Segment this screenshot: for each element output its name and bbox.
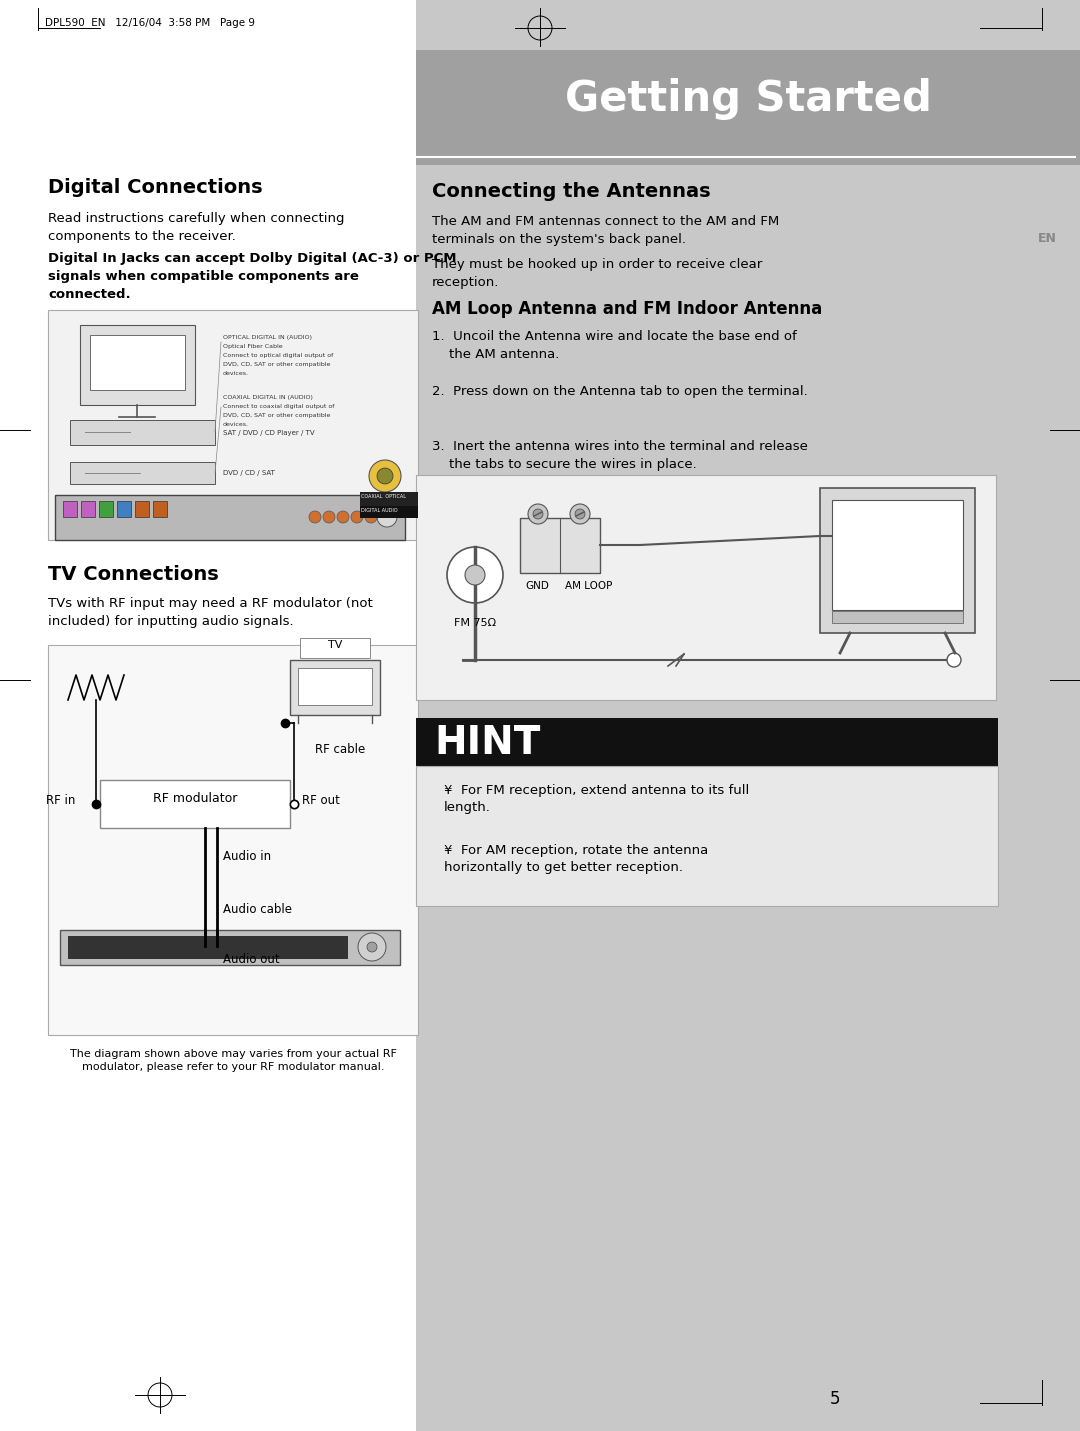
Text: COAXIAL DIGITAL IN (AUDIO): COAXIAL DIGITAL IN (AUDIO) <box>222 395 313 401</box>
Text: OPTICAL DIGITAL IN (AUDIO): OPTICAL DIGITAL IN (AUDIO) <box>222 335 312 341</box>
Text: 2.  Press down on the Antenna tab to open the terminal.: 2. Press down on the Antenna tab to open… <box>432 385 808 398</box>
Circle shape <box>379 511 391 522</box>
Text: AM LOOP: AM LOOP <box>565 581 612 591</box>
Circle shape <box>351 511 363 522</box>
Circle shape <box>337 511 349 522</box>
Bar <box>117 501 131 517</box>
Circle shape <box>377 507 397 527</box>
Text: Connecting the Antennas: Connecting the Antennas <box>432 182 711 200</box>
Bar <box>55 495 405 539</box>
Text: Connect to coaxial digital output of: Connect to coaxial digital output of <box>222 404 335 409</box>
Bar <box>298 668 372 705</box>
Bar <box>48 645 418 1035</box>
Text: 1.  Uncoil the Antenna wire and locate the base end of
    the AM antenna.: 1. Uncoil the Antenna wire and locate th… <box>432 331 797 361</box>
Text: RF modulator: RF modulator <box>152 791 238 804</box>
Circle shape <box>357 933 386 962</box>
Text: 5: 5 <box>829 1390 840 1408</box>
Text: Audio in: Audio in <box>222 850 271 863</box>
Circle shape <box>365 511 377 522</box>
Circle shape <box>377 468 393 484</box>
Bar <box>519 518 600 572</box>
Bar <box>70 421 215 445</box>
Bar <box>416 0 1080 1431</box>
Bar <box>820 488 975 633</box>
Circle shape <box>447 547 503 602</box>
Bar <box>832 611 963 622</box>
Text: RF cable: RF cable <box>315 743 365 756</box>
Text: HINT: HINT <box>434 724 540 761</box>
Text: Digital In Jacks can accept Dolby Digital (AC-3) or PCM
signals when compatible : Digital In Jacks can accept Dolby Digita… <box>48 252 457 301</box>
Text: Optical Fiber Cable: Optical Fiber Cable <box>222 343 283 349</box>
Circle shape <box>465 565 485 585</box>
Text: Connect to optical digital output of: Connect to optical digital output of <box>222 353 334 358</box>
Bar <box>832 499 963 610</box>
Text: Audio out: Audio out <box>222 953 280 966</box>
Text: TVs with RF input may need a RF modulator (not
included) for inputting audio sig: TVs with RF input may need a RF modulato… <box>48 597 373 628</box>
Text: Digital Connections: Digital Connections <box>48 177 262 197</box>
Bar <box>153 501 167 517</box>
Bar <box>70 462 215 484</box>
Circle shape <box>947 653 961 667</box>
Circle shape <box>367 942 377 952</box>
Circle shape <box>528 504 548 524</box>
Text: DPL590  EN   12/16/04  3:58 PM   Page 9: DPL590 EN 12/16/04 3:58 PM Page 9 <box>45 19 255 29</box>
Circle shape <box>369 459 401 492</box>
Bar <box>360 507 418 518</box>
Text: FM 75Ω: FM 75Ω <box>454 618 496 628</box>
Text: Read instructions carefully when connecting
components to the receiver.: Read instructions carefully when connect… <box>48 212 345 243</box>
Circle shape <box>309 511 321 522</box>
Bar <box>416 475 996 700</box>
Text: 3.  Inert the antenna wires into the terminal and release
    the tabs to secure: 3. Inert the antenna wires into the term… <box>432 439 808 471</box>
Text: They must be hooked up in order to receive clear
reception.: They must be hooked up in order to recei… <box>432 258 762 289</box>
Bar <box>68 936 348 959</box>
Bar <box>416 718 998 766</box>
Text: DIGITAL AUDIO: DIGITAL AUDIO <box>361 508 397 512</box>
Text: devices.: devices. <box>222 371 249 376</box>
Text: DVD, CD, SAT or other compatible: DVD, CD, SAT or other compatible <box>222 362 330 366</box>
Bar <box>135 501 149 517</box>
Text: Getting Started: Getting Started <box>565 79 931 120</box>
Text: RF out: RF out <box>302 794 340 807</box>
Text: ¥  For AM reception, rotate the antenna
horizontally to get better reception.: ¥ For AM reception, rotate the antenna h… <box>444 844 708 874</box>
Circle shape <box>323 511 335 522</box>
Bar <box>291 660 380 716</box>
Text: The diagram shown above may varies from your actual RF
modulator, please refer t: The diagram shown above may varies from … <box>69 1049 396 1072</box>
Bar <box>300 638 370 658</box>
Text: ¥  For FM reception, extend antenna to its full
length.: ¥ For FM reception, extend antenna to it… <box>444 784 750 814</box>
Text: The AM and FM antennas connect to the AM and FM
terminals on the system's back p: The AM and FM antennas connect to the AM… <box>432 215 780 246</box>
Text: Audio cable: Audio cable <box>222 903 292 916</box>
Bar <box>360 492 418 507</box>
Text: AM Loop Antenna and FM Indoor Antenna: AM Loop Antenna and FM Indoor Antenna <box>432 301 822 318</box>
Text: devices.: devices. <box>222 422 249 426</box>
Bar <box>416 766 998 906</box>
Text: EN: EN <box>1038 232 1057 245</box>
Text: DVD, CD, SAT or other compatible: DVD, CD, SAT or other compatible <box>222 414 330 418</box>
Text: GND: GND <box>525 581 549 591</box>
Bar <box>100 780 291 829</box>
Text: DVD / CD / SAT: DVD / CD / SAT <box>222 469 275 477</box>
Circle shape <box>575 509 585 519</box>
Bar <box>99 501 113 517</box>
Text: TV Connections: TV Connections <box>48 565 219 584</box>
Text: COAXIAL  OPTICAL: COAXIAL OPTICAL <box>361 494 406 499</box>
Bar <box>63 501 77 517</box>
Text: RF in: RF in <box>46 794 76 807</box>
Bar <box>80 325 195 405</box>
Bar <box>90 335 185 391</box>
Bar <box>60 930 400 964</box>
Bar <box>48 311 418 539</box>
Bar <box>81 501 95 517</box>
Circle shape <box>570 504 590 524</box>
Bar <box>416 50 1080 165</box>
Circle shape <box>534 509 543 519</box>
Text: TV: TV <box>328 640 342 650</box>
Text: SAT / DVD / CD Player / TV: SAT / DVD / CD Player / TV <box>222 429 314 436</box>
